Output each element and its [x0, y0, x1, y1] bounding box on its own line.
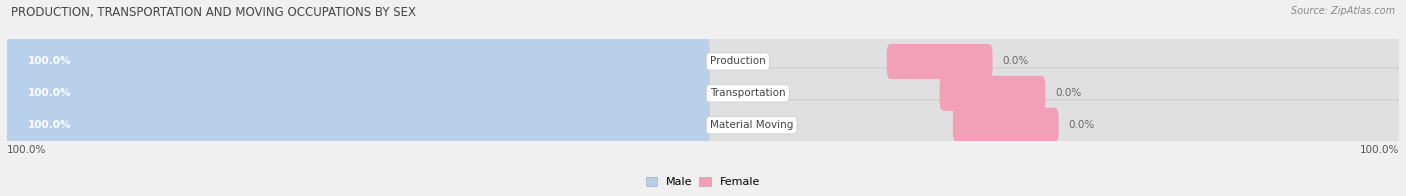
FancyBboxPatch shape [939, 76, 1046, 111]
FancyBboxPatch shape [0, 36, 710, 87]
Text: PRODUCTION, TRANSPORTATION AND MOVING OCCUPATIONS BY SEX: PRODUCTION, TRANSPORTATION AND MOVING OC… [11, 6, 416, 19]
Legend: Male, Female: Male, Female [641, 172, 765, 192]
FancyBboxPatch shape [0, 36, 1406, 87]
Text: 100.0%: 100.0% [28, 88, 72, 98]
Text: Transportation: Transportation [710, 88, 786, 98]
Text: 0.0%: 0.0% [1069, 120, 1095, 130]
Text: Source: ZipAtlas.com: Source: ZipAtlas.com [1291, 6, 1395, 16]
FancyBboxPatch shape [0, 100, 710, 151]
FancyBboxPatch shape [0, 100, 1406, 151]
Text: 100.0%: 100.0% [1360, 145, 1399, 155]
Text: 0.0%: 0.0% [1002, 56, 1029, 66]
Text: 0.0%: 0.0% [1054, 88, 1081, 98]
Text: 100.0%: 100.0% [28, 56, 72, 66]
FancyBboxPatch shape [0, 68, 710, 119]
Text: 100.0%: 100.0% [7, 145, 46, 155]
Text: Material Moving: Material Moving [710, 120, 793, 130]
FancyBboxPatch shape [953, 108, 1059, 143]
FancyBboxPatch shape [0, 68, 1406, 119]
Text: 100.0%: 100.0% [28, 120, 72, 130]
FancyBboxPatch shape [887, 44, 993, 79]
Text: Production: Production [710, 56, 766, 66]
